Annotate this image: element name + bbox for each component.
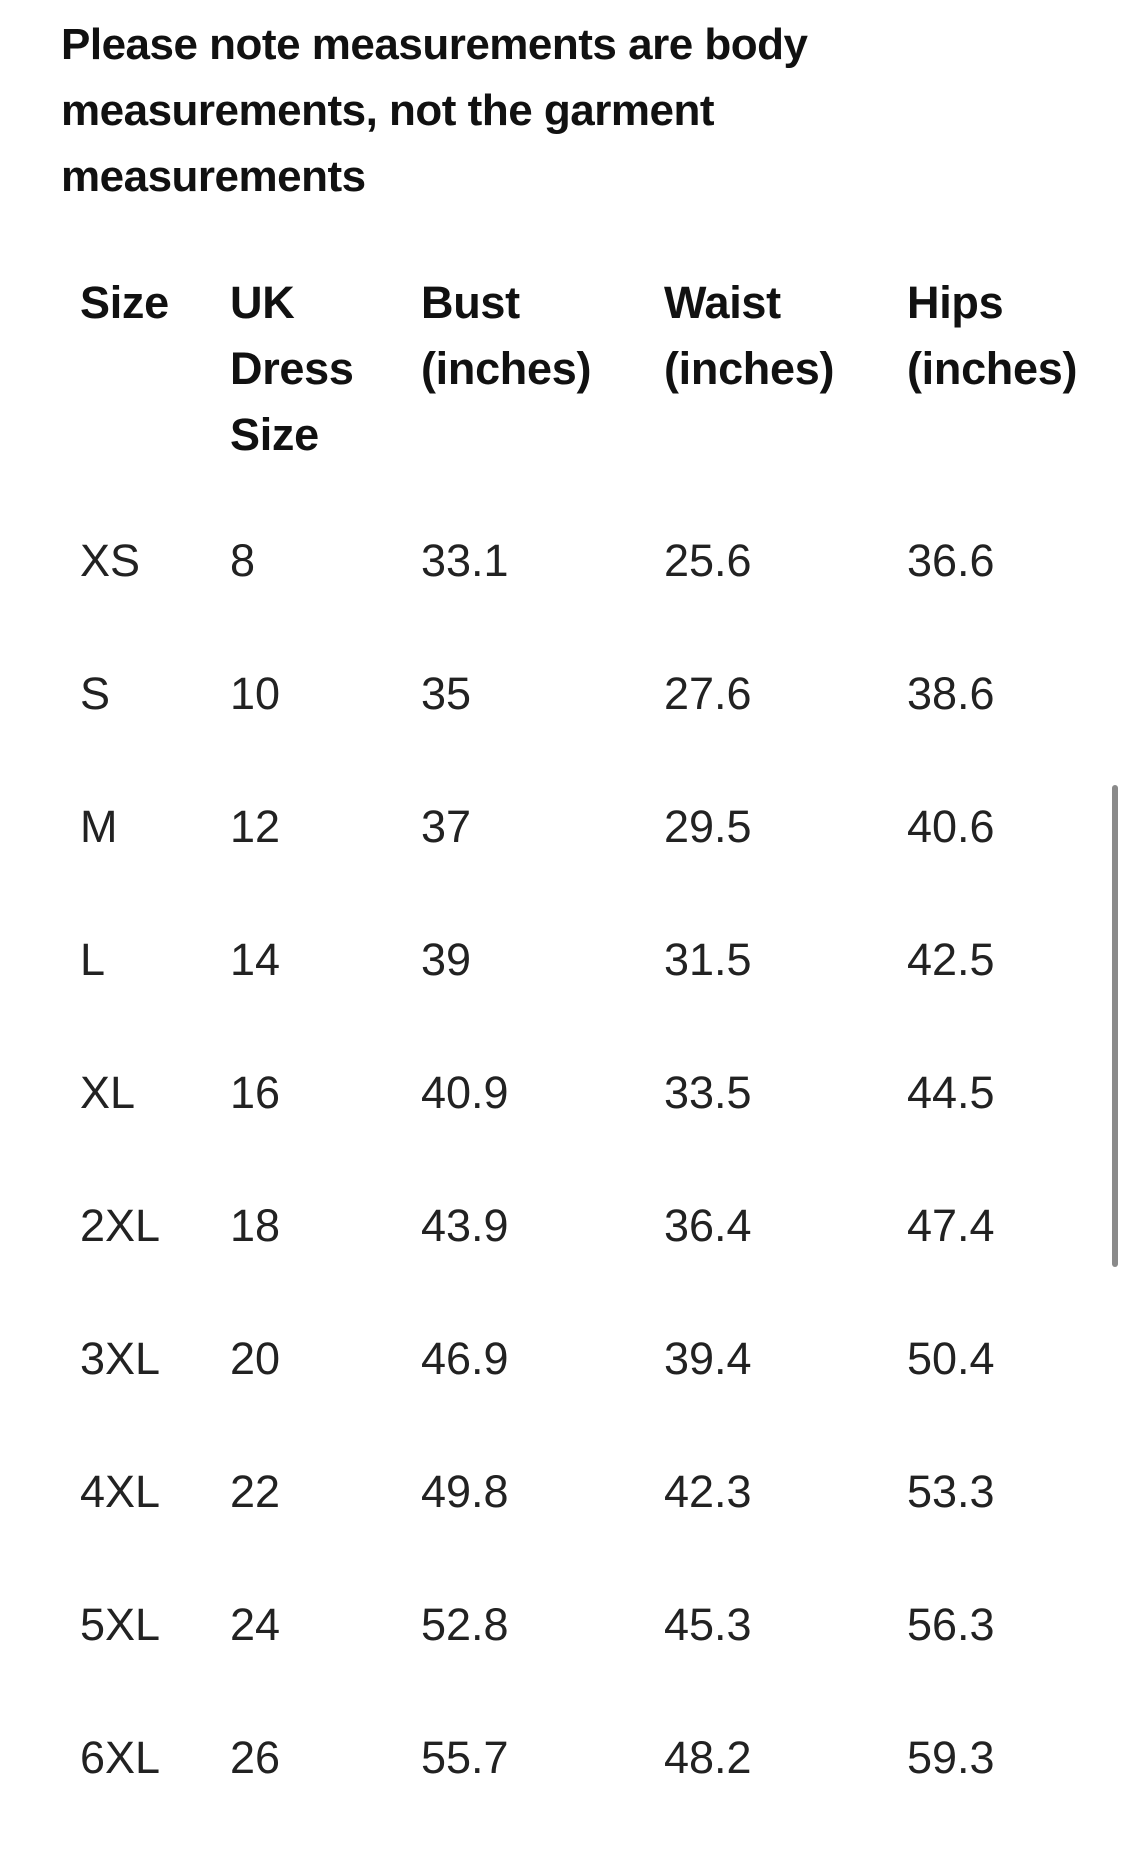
cell-hips: 56.3 (907, 1599, 995, 1650)
cell-size: XS (80, 535, 141, 586)
cell-size: S (80, 668, 111, 719)
cell-uk-dress-size: 8 (230, 535, 256, 586)
table-row: L 14 39 31.5 42.5 (80, 935, 1097, 1068)
cell-waist: 29.5 (664, 801, 752, 852)
cell-uk-dress-size: 26 (230, 1732, 281, 1783)
cell-uk-dress-size: 14 (230, 934, 281, 985)
cell-waist: 45.3 (664, 1599, 752, 1650)
cell-waist: 42.3 (664, 1466, 752, 1517)
cell-size: 3XL (80, 1333, 161, 1384)
cell-uk-dress-size: 12 (230, 801, 281, 852)
cell-size: 6XL (80, 1732, 161, 1783)
header-waist: Waist (inches) (664, 277, 835, 394)
cell-waist: 39.4 (664, 1333, 752, 1384)
scrollbar[interactable] (1112, 785, 1118, 1267)
table-row: XS 8 33.1 25.6 36.6 (80, 536, 1097, 669)
cell-hips: 44.5 (907, 1067, 995, 1118)
table-row: 2XL 18 43.9 36.4 47.4 (80, 1201, 1097, 1334)
size-chart-table: Size UK Dress Size Bust (inches) Waist (… (80, 270, 1097, 1866)
table-row: S 10 35 27.6 38.6 (80, 669, 1097, 802)
cell-waist: 33.5 (664, 1067, 752, 1118)
cell-hips: 38.6 (907, 668, 995, 719)
cell-bust: 40.9 (421, 1067, 509, 1118)
table-row: 4XL 22 49.8 42.3 53.3 (80, 1467, 1097, 1600)
table-row: 3XL 20 46.9 39.4 50.4 (80, 1334, 1097, 1467)
cell-hips: 59.3 (907, 1732, 995, 1783)
cell-size: L (80, 934, 106, 985)
cell-waist: 31.5 (664, 934, 752, 985)
cell-size: 5XL (80, 1599, 161, 1650)
table-row: 6XL 26 55.7 48.2 59.3 (80, 1733, 1097, 1866)
cell-waist: 48.2 (664, 1732, 752, 1783)
cell-hips: 40.6 (907, 801, 995, 852)
cell-bust: 33.1 (421, 535, 509, 586)
cell-size: XL (80, 1067, 136, 1118)
header-uk-dress-size: UK Dress Size (230, 277, 354, 460)
cell-bust: 39 (421, 934, 472, 985)
cell-hips: 42.5 (907, 934, 995, 985)
cell-uk-dress-size: 10 (230, 668, 281, 719)
cell-size: 4XL (80, 1466, 161, 1517)
cell-bust: 52.8 (421, 1599, 509, 1650)
cell-bust: 43.9 (421, 1200, 509, 1251)
cell-bust: 49.8 (421, 1466, 509, 1517)
header-size: Size (80, 277, 169, 328)
cell-uk-dress-size: 20 (230, 1333, 281, 1384)
measurement-note: Please note measurements are body measur… (61, 20, 808, 201)
cell-hips: 53.3 (907, 1466, 995, 1517)
table-header-row: Size UK Dress Size Bust (inches) Waist (… (80, 270, 1097, 536)
table-row: M 12 37 29.5 40.6 (80, 802, 1097, 935)
header-bust: Bust (inches) (421, 277, 592, 394)
table-row: XL 16 40.9 33.5 44.5 (80, 1068, 1097, 1201)
cell-bust: 37 (421, 801, 472, 852)
cell-uk-dress-size: 16 (230, 1067, 281, 1118)
header-hips: Hips (inches) (907, 277, 1078, 394)
cell-uk-dress-size: 24 (230, 1599, 281, 1650)
cell-size: M (80, 801, 118, 852)
cell-size: 2XL (80, 1200, 161, 1251)
cell-waist: 36.4 (664, 1200, 752, 1251)
cell-bust: 55.7 (421, 1732, 509, 1783)
cell-waist: 25.6 (664, 535, 752, 586)
cell-bust: 46.9 (421, 1333, 509, 1384)
table-row: 5XL 24 52.8 45.3 56.3 (80, 1600, 1097, 1733)
cell-hips: 50.4 (907, 1333, 995, 1384)
cell-waist: 27.6 (664, 668, 752, 719)
cell-bust: 35 (421, 668, 472, 719)
cell-uk-dress-size: 18 (230, 1200, 281, 1251)
cell-hips: 36.6 (907, 535, 995, 586)
cell-uk-dress-size: 22 (230, 1466, 281, 1517)
cell-hips: 47.4 (907, 1200, 995, 1251)
